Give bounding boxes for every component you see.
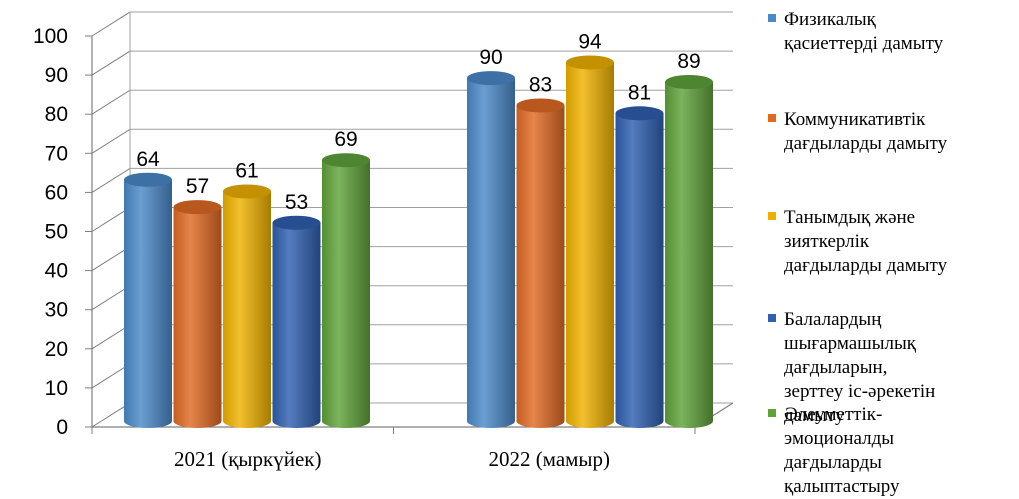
- data-label: 53: [285, 191, 308, 214]
- bar-top: [322, 153, 370, 168]
- y-tick-label: 60: [45, 181, 68, 204]
- legend-label: Балалардың шығармашылық дағдыларын, зерт…: [784, 309, 936, 426]
- legend-label: Коммуникативтік дағдыларды дамыту: [784, 109, 948, 154]
- bar-top: [124, 172, 172, 187]
- bar-body: [173, 207, 222, 429]
- legend-label: Әлеуметтік- эмоционалды дағдыларды қалып…: [784, 404, 900, 497]
- data-labels: 64 57 61 53 69 90 83 94 81 89: [136, 30, 700, 213]
- gridline-side: [91, 324, 131, 350]
- bar: [322, 153, 370, 428]
- bar-top: [615, 106, 664, 121]
- y-tick-label: 50: [45, 221, 68, 244]
- bars: [124, 55, 713, 429]
- gridline-side: [91, 89, 131, 115]
- legend-label: Танымдық және зияткерлік дағдыларды дамы…: [784, 207, 948, 276]
- legend-swatch: [768, 212, 776, 220]
- bar-top: [566, 55, 614, 70]
- x-tick-label: 2021 (қыркүйек): [174, 447, 322, 471]
- y-tick-label: 40: [45, 260, 68, 283]
- data-label: 69: [334, 128, 357, 151]
- x-tick-label: 2022 (мамыр): [488, 447, 610, 471]
- y-tick-labels: 0 10 20 30 40 50 60 70 80 90 100: [33, 25, 68, 439]
- data-label: 83: [529, 73, 552, 96]
- y-tick-label: 30: [45, 299, 68, 322]
- x-tick-labels: 2021 (қыркүйек) 2022 (мамыр): [174, 447, 610, 471]
- gridline-side: [91, 167, 131, 193]
- bar-chart: 0 10 20 30 40 50 60 70 80 90 100 64 57 61 53 69 90 83 94 8…: [33, 11, 734, 471]
- y-tick-label: 80: [45, 103, 68, 126]
- gridline-side: [91, 402, 131, 428]
- bar: [124, 172, 172, 428]
- data-label: 64: [136, 148, 160, 171]
- gridline-side: [91, 207, 131, 232]
- gridline-side: [91, 128, 131, 154]
- bar-top: [223, 184, 271, 199]
- bar: [566, 55, 614, 429]
- bar-top: [665, 75, 713, 90]
- bar: [467, 71, 515, 428]
- y-tick-label: 20: [45, 338, 68, 361]
- y-tick-label: 70: [45, 142, 68, 165]
- bar: [516, 98, 565, 429]
- bar-body: [615, 113, 664, 429]
- data-label: 94: [578, 30, 602, 53]
- bar-body: [124, 179, 172, 428]
- bar-body: [322, 160, 370, 428]
- data-label: 81: [628, 81, 651, 104]
- bar: [272, 215, 321, 429]
- gridline-side: [91, 363, 131, 389]
- data-label: 90: [479, 46, 502, 69]
- bar-top: [467, 71, 515, 86]
- bar-body: [665, 82, 713, 428]
- gridline-side: [91, 11, 131, 37]
- gridline-side: [91, 50, 131, 76]
- bar-body: [516, 105, 565, 429]
- bar-top: [516, 98, 565, 113]
- y-tick-label: 100: [33, 25, 68, 48]
- bar-body: [272, 222, 321, 429]
- bar: [615, 106, 664, 429]
- legend-swatch: [768, 314, 776, 322]
- bar-body: [566, 62, 614, 429]
- data-label: 89: [677, 50, 700, 73]
- y-tick-label: 90: [45, 64, 68, 87]
- data-label: 57: [186, 175, 209, 198]
- bar-top: [173, 200, 222, 215]
- y-tick-label: 0: [56, 416, 68, 439]
- legend-swatch: [768, 14, 776, 22]
- y-tick-label: 10: [45, 377, 68, 400]
- legend-swatch: [768, 114, 776, 122]
- legend-swatch: [768, 409, 776, 417]
- legend-label: Физикалық қасиеттерді дамыту: [784, 9, 944, 54]
- bar: [665, 75, 713, 428]
- bar-body: [223, 191, 271, 428]
- data-label: 61: [235, 159, 258, 182]
- gridline-side: [91, 285, 131, 311]
- gridline-side: [91, 246, 131, 272]
- bar: [223, 184, 271, 428]
- bar-top: [272, 215, 321, 230]
- bar-body: [467, 78, 515, 428]
- legend: Физикалық қасиеттерді дамыту Коммуникатив…: [768, 0, 1019, 497]
- bar: [173, 200, 222, 429]
